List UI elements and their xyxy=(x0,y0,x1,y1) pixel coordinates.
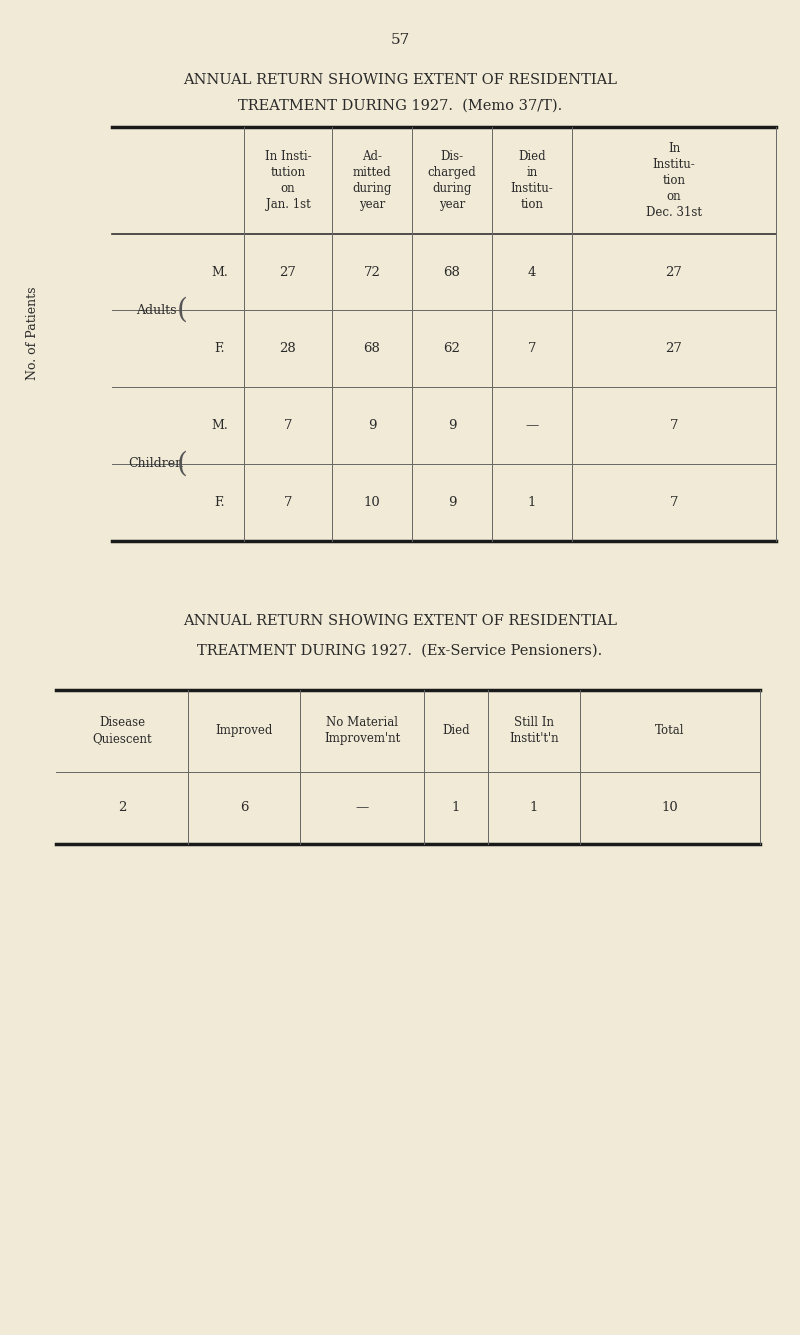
Text: 9: 9 xyxy=(448,419,456,433)
Text: Adults: Adults xyxy=(136,304,176,316)
Text: Still In
Instit't'n: Still In Instit't'n xyxy=(509,717,559,745)
Text: 27: 27 xyxy=(279,266,297,279)
Text: TREATMENT DURING 1927.  (Memo 37/T).: TREATMENT DURING 1927. (Memo 37/T). xyxy=(238,99,562,112)
Text: —: — xyxy=(355,801,369,814)
Text: Died: Died xyxy=(442,725,470,737)
Text: 68: 68 xyxy=(443,266,461,279)
Text: 72: 72 xyxy=(363,266,381,279)
Text: Children: Children xyxy=(129,458,183,470)
Text: 10: 10 xyxy=(364,495,380,509)
Text: Improved: Improved xyxy=(215,725,273,737)
Text: No Material
Improvem'nt: No Material Improvem'nt xyxy=(324,717,400,745)
Text: 7: 7 xyxy=(284,495,292,509)
Text: 6: 6 xyxy=(240,801,248,814)
Text: Total: Total xyxy=(655,725,685,737)
Text: 10: 10 xyxy=(662,801,678,814)
Text: ANNUAL RETURN SHOWING EXTENT OF RESIDENTIAL: ANNUAL RETURN SHOWING EXTENT OF RESIDENT… xyxy=(183,614,617,627)
Text: In Insti-
tution
on
Jan. 1st: In Insti- tution on Jan. 1st xyxy=(265,150,311,211)
Text: 1: 1 xyxy=(530,801,538,814)
Text: ANNUAL RETURN SHOWING EXTENT OF RESIDENTIAL: ANNUAL RETURN SHOWING EXTENT OF RESIDENT… xyxy=(183,73,617,87)
Text: 1: 1 xyxy=(452,801,460,814)
Text: 7: 7 xyxy=(670,495,678,509)
Text: Disease
Quiescent: Disease Quiescent xyxy=(92,717,152,745)
Text: (: ( xyxy=(177,296,188,324)
Text: 57: 57 xyxy=(390,33,410,47)
Text: 4: 4 xyxy=(528,266,536,279)
Text: M.: M. xyxy=(212,419,228,433)
Text: 7: 7 xyxy=(528,342,536,355)
Text: F.: F. xyxy=(214,495,226,509)
Text: ): ) xyxy=(121,296,132,324)
Text: 1: 1 xyxy=(528,495,536,509)
Text: Died
in
Institu-
tion: Died in Institu- tion xyxy=(510,150,554,211)
Text: Dis-
charged
during
year: Dis- charged during year xyxy=(428,150,476,211)
Text: (: ( xyxy=(177,450,188,478)
Text: 2: 2 xyxy=(118,801,126,814)
Text: No. of Patients: No. of Patients xyxy=(26,287,38,380)
Text: —: — xyxy=(526,419,538,433)
Text: 9: 9 xyxy=(368,419,376,433)
Text: 27: 27 xyxy=(666,342,682,355)
Text: 62: 62 xyxy=(443,342,461,355)
Text: 7: 7 xyxy=(670,419,678,433)
Text: M.: M. xyxy=(212,266,228,279)
Text: 7: 7 xyxy=(284,419,292,433)
Text: 9: 9 xyxy=(448,495,456,509)
Text: 27: 27 xyxy=(666,266,682,279)
Text: F.: F. xyxy=(214,342,226,355)
Text: Ad-
mitted
during
year: Ad- mitted during year xyxy=(352,150,392,211)
Text: 68: 68 xyxy=(363,342,381,355)
Text: 28: 28 xyxy=(280,342,296,355)
Text: In
Institu-
tion
on
Dec. 31st: In Institu- tion on Dec. 31st xyxy=(646,142,702,219)
Text: TREATMENT DURING 1927.  (Ex-Service Pensioners).: TREATMENT DURING 1927. (Ex-Service Pensi… xyxy=(198,643,602,657)
